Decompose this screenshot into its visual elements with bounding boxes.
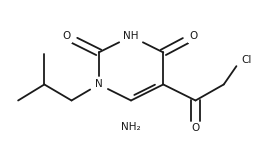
Text: Cl: Cl xyxy=(241,55,251,65)
Text: O: O xyxy=(191,123,200,133)
Text: NH₂: NH₂ xyxy=(121,122,141,132)
Text: O: O xyxy=(189,31,198,41)
Text: NH: NH xyxy=(123,31,139,41)
Text: N: N xyxy=(95,80,103,89)
Text: O: O xyxy=(62,31,71,41)
